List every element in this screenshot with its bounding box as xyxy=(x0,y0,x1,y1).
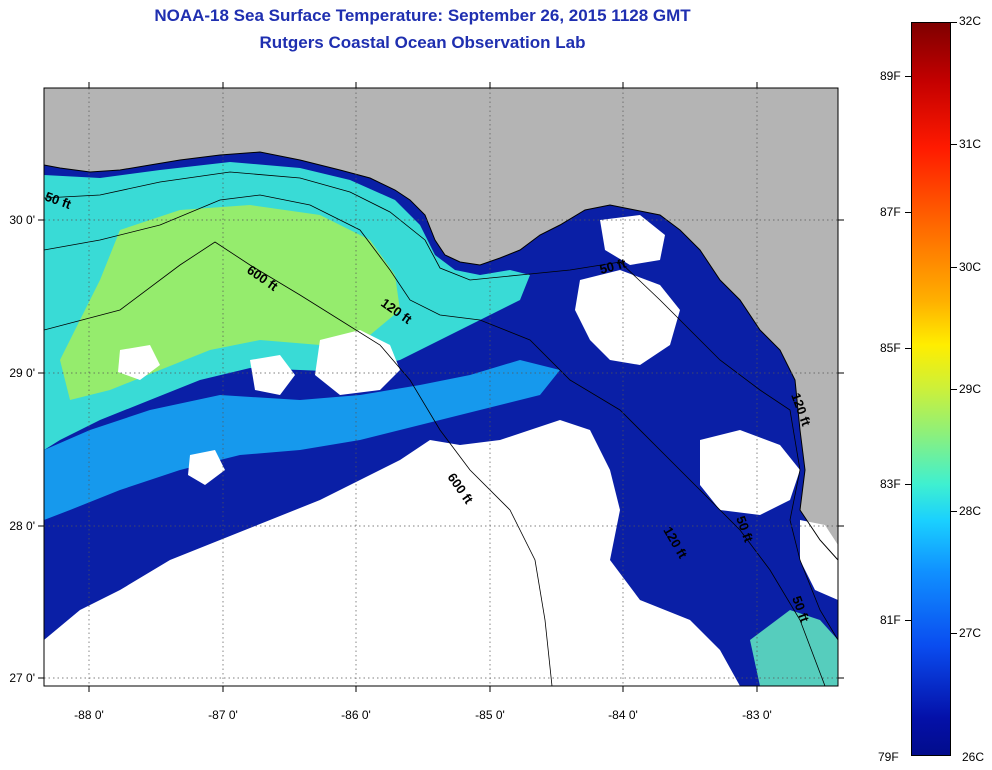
colorbar-celsius-label: 28C xyxy=(959,504,982,518)
cloud-coast-east xyxy=(800,520,838,600)
lon-tick-label: -86 0' xyxy=(341,708,371,722)
colorbar-tick xyxy=(951,633,957,634)
colorbar-tick xyxy=(905,620,911,621)
lon-tick-label: -85 0' xyxy=(475,708,505,722)
lon-tick-label: -88 0' xyxy=(74,708,104,722)
axis-ticks xyxy=(38,82,844,692)
se-warm-patch xyxy=(750,610,838,686)
lat-lon-grid xyxy=(44,88,838,686)
colorbar-celsius-label: 32C xyxy=(959,14,982,28)
contour-120ft xyxy=(44,194,826,686)
lon-tick-label: -84 0' xyxy=(608,708,638,722)
coastline xyxy=(44,151,838,561)
colorbar-celsius-label: 30C xyxy=(959,260,982,274)
colorbar-tick xyxy=(905,484,911,485)
colorbar-fahrenheit-label: 81F xyxy=(880,613,901,627)
map-area xyxy=(44,88,838,686)
map-frame xyxy=(43,87,839,687)
colorbar-fahrenheit-label: 85F xyxy=(880,341,901,355)
cloud-east-3 xyxy=(700,430,800,515)
cloud-east-2 xyxy=(600,215,665,265)
colorbar-fahrenheit-label: 79F xyxy=(878,750,899,764)
contour-label: 50 ft xyxy=(598,255,628,277)
colorbar-tick xyxy=(905,348,911,349)
colorbar-fahrenheit-label: 87F xyxy=(880,205,901,219)
colorbar-celsius-label: 26C xyxy=(962,750,985,764)
lat-tick-label: 28 0' xyxy=(9,519,35,533)
cloud-west-1 xyxy=(118,345,160,380)
cloud-west-2 xyxy=(188,450,225,485)
lon-tick-label: -83 0' xyxy=(742,708,772,722)
land-north xyxy=(44,88,838,560)
lat-tick-label: 30 0' xyxy=(9,213,35,227)
colorbar-tick xyxy=(951,22,957,23)
colorbar-tick xyxy=(905,76,911,77)
colorbar-tick xyxy=(905,212,911,213)
cyan-band xyxy=(44,360,560,520)
title-line-1: NOAA-18 Sea Surface Temperature: Septemb… xyxy=(154,6,691,25)
cloud-mid-1 xyxy=(315,330,400,395)
colorbar-celsius-label: 27C xyxy=(959,626,982,640)
colorbar-celsius-label: 29C xyxy=(959,382,982,396)
colorbar-tick xyxy=(951,511,957,512)
colorbar-tick xyxy=(951,389,957,390)
colorbar-tick xyxy=(951,267,957,268)
temperature-colorbar xyxy=(911,22,951,756)
lat-tick-label: 27 0' xyxy=(9,671,35,685)
title-line-2: Rutgers Coastal Ocean Observation Lab xyxy=(259,33,586,52)
contour-50ft xyxy=(44,171,838,641)
cloud-large-south xyxy=(44,420,740,686)
cloud-mid-2 xyxy=(250,355,295,395)
colorbar-celsius-label: 31C xyxy=(959,137,982,151)
colorbar-fahrenheit-label: 89F xyxy=(880,69,901,83)
colorbar-fahrenheit-label: 83F xyxy=(880,477,901,491)
colorbar-tick xyxy=(951,144,957,145)
lat-tick-label: 29 0' xyxy=(9,366,35,380)
contour-600ft-north xyxy=(44,241,553,686)
lon-tick-label: -87 0' xyxy=(208,708,238,722)
